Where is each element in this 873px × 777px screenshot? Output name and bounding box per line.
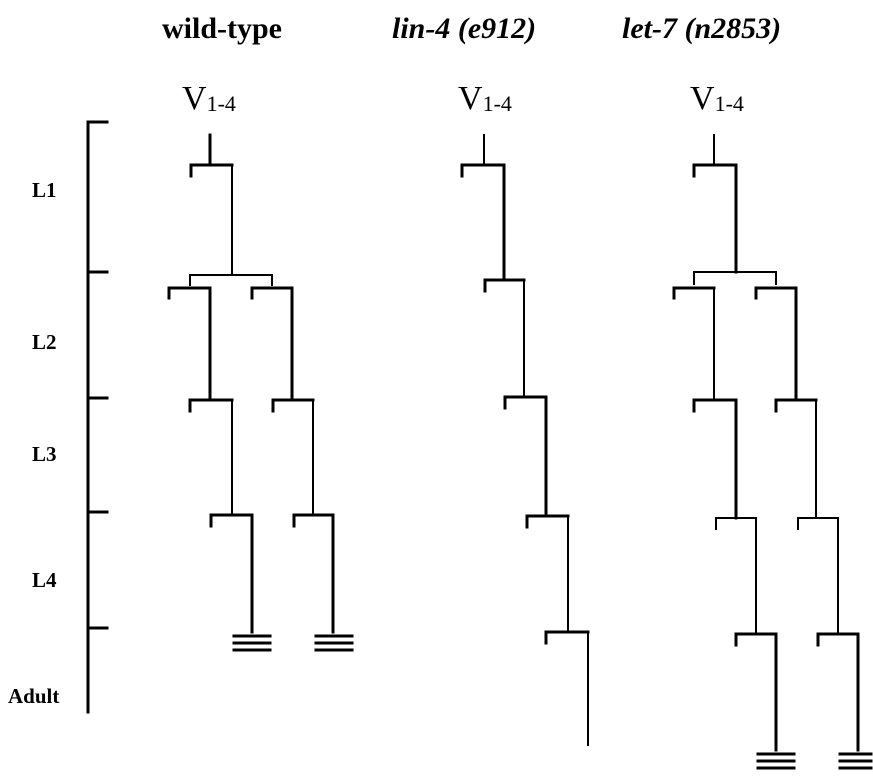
- terminal-marker: [756, 752, 796, 770]
- title-lin4-mutant: lin-4 (e912): [392, 12, 537, 45]
- root-label-lin4: V1-4: [458, 80, 512, 117]
- title-let7-mutant: let-7 (n2853): [622, 12, 782, 45]
- terminal-marker: [232, 634, 272, 652]
- lineage-let7: [672, 134, 873, 770]
- stage-label-l2: L2: [32, 330, 57, 354]
- root-label-wild-type: V1-4: [182, 80, 236, 117]
- stage-label-l4: L4: [32, 568, 57, 592]
- stage-label-l1: L1: [32, 178, 57, 202]
- lineage-wild-type: [167, 133, 354, 652]
- title-wild-type: wild-type: [162, 12, 282, 45]
- terminal-marker: [314, 634, 354, 652]
- terminal-marker: [838, 752, 873, 770]
- lineage-lin4: [460, 134, 590, 746]
- time-axis: [86, 120, 109, 714]
- stage-label-adult: Adult: [8, 684, 60, 708]
- root-label-let7: V1-4: [690, 80, 744, 117]
- stage-label-l3: L3: [32, 442, 57, 466]
